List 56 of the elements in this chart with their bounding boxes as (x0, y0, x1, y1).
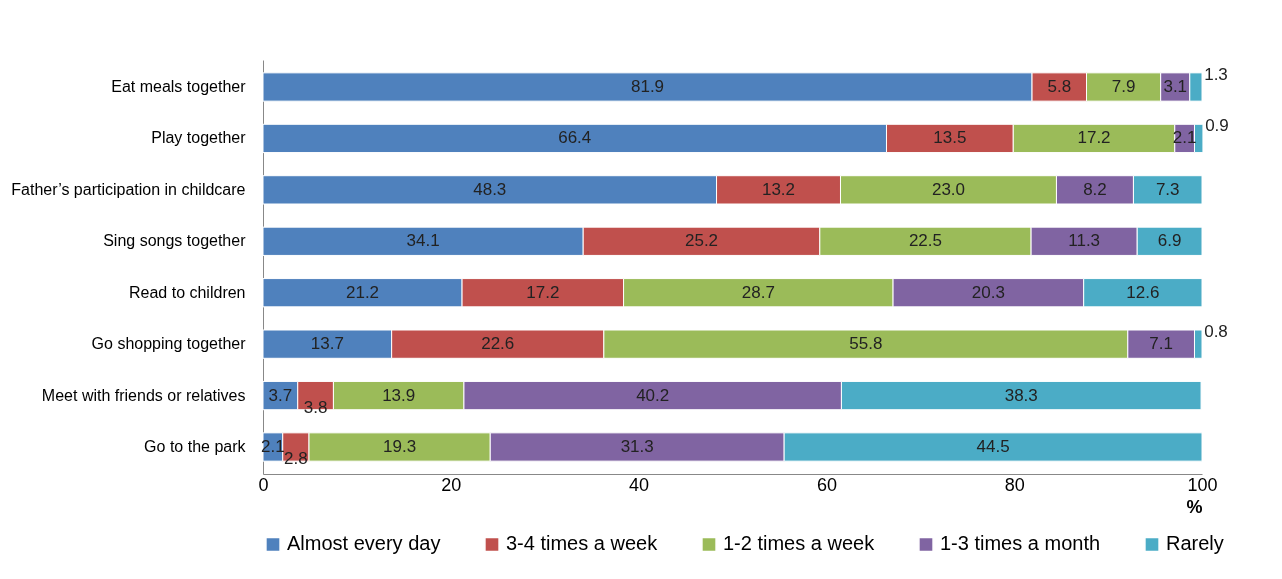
y-tick-label: Sing songs together (103, 232, 247, 250)
y-tick-label: Eat meals together (111, 78, 247, 95)
data-label: 20.3 (971, 282, 1005, 302)
data-label: 8.2 (1083, 179, 1107, 199)
y-tick-label: Play together (151, 129, 247, 147)
data-label: 22.5 (908, 231, 943, 251)
data-label: 17.2 (1077, 128, 1111, 148)
data-label: 13.9 (382, 385, 416, 405)
legend-label: 3-4 times a week (506, 532, 659, 555)
data-label: 11.3 (1068, 231, 1101, 251)
data-label: 5.8 (1047, 77, 1072, 96)
data-label: 3.1 (1163, 77, 1188, 96)
data-label: 31.3 (620, 437, 654, 456)
x-tick-label: 0 (258, 474, 269, 495)
data-label: 17.2 (526, 282, 560, 302)
y-tick-label: Go to the park (144, 438, 247, 455)
data-label: 48.3 (473, 179, 507, 199)
y-tick-label: Read to children (128, 283, 246, 301)
data-label: 3.7 (268, 385, 293, 405)
data-label: 25.2 (684, 231, 719, 251)
legend-label: Rarely (1166, 532, 1224, 555)
data-label: 13.5 (933, 128, 967, 148)
legend-label: 1-3 times a month (940, 532, 1101, 555)
y-tick-label: Go shopping together (91, 335, 247, 353)
data-label: 22.6 (481, 334, 515, 354)
legend-label: 1-2 times a week (723, 532, 876, 555)
data-label: 21.2 (345, 282, 380, 302)
data-label: 66.4 (558, 128, 592, 148)
data-label: 23.0 (931, 179, 966, 199)
data-label: 7.1 (1149, 334, 1173, 354)
data-label: 13.7 (310, 334, 344, 354)
x-tick-label: 60 (816, 474, 837, 495)
y-tick-label: Father’s participation in childcare (11, 180, 246, 198)
data-label: 81.9 (630, 77, 665, 96)
data-label: 12.6 (1126, 282, 1160, 302)
legend-label: Almost every day (287, 532, 441, 555)
data-label: 6.9 (1157, 231, 1182, 251)
x-tick-label: 100 (1187, 474, 1218, 495)
y-tick-label: Meet with friends or relatives (41, 386, 246, 404)
x-tick-label: 40 (629, 474, 650, 495)
data-label: 55.8 (849, 334, 883, 354)
data-label: 0.9 (1205, 116, 1229, 136)
x-tick-label: 20 (441, 474, 462, 495)
data-label: 0.8 (1204, 322, 1228, 342)
x-tick-label: 80 (1004, 474, 1025, 495)
data-label: 40.2 (636, 385, 670, 405)
data-label: 38.3 (1004, 385, 1038, 405)
data-label: 44.5 (976, 437, 1010, 456)
data-label: 1.3 (1204, 65, 1228, 84)
data-label: 7.3 (1155, 179, 1180, 199)
x-axis-title: % (1186, 496, 1203, 517)
data-label: 19.3 (383, 437, 417, 456)
data-label: 13.2 (761, 179, 796, 199)
data-label: 7.9 (1111, 77, 1136, 96)
data-label: 34.1 (406, 231, 440, 251)
data-label: 28.7 (741, 282, 775, 302)
